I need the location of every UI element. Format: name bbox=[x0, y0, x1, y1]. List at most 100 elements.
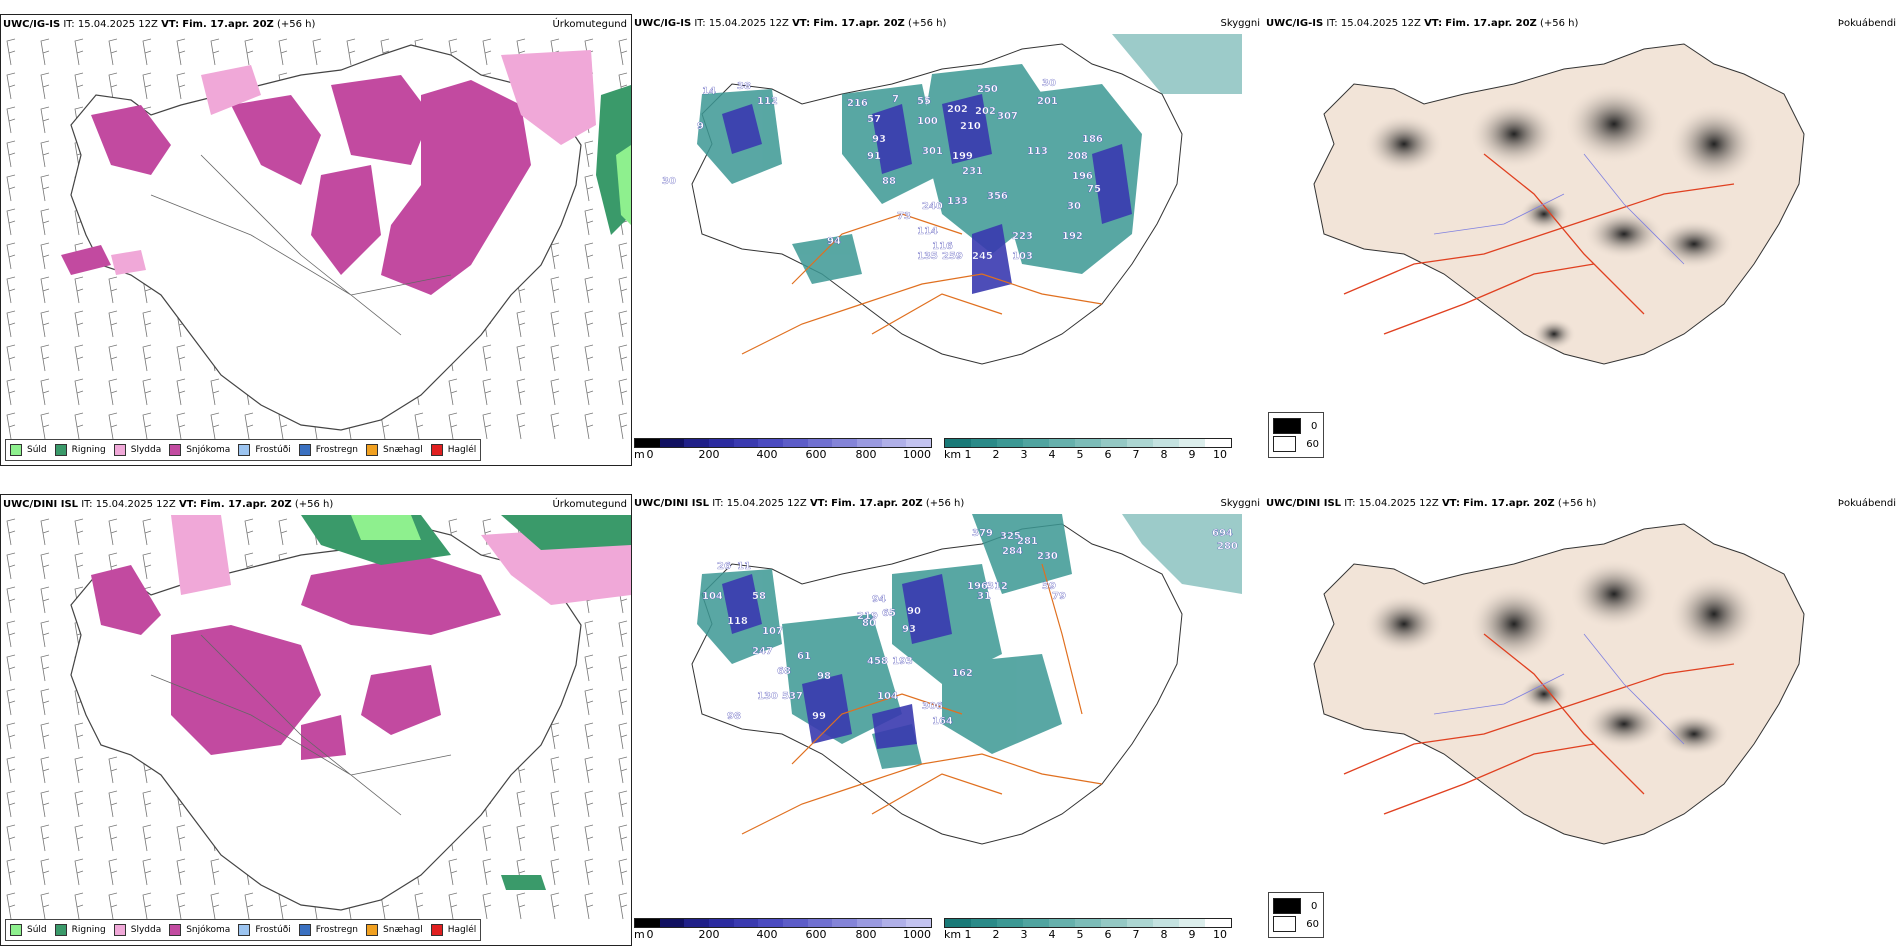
panel-header: UWC/DINI ISL IT: 15.04.2025 12Z VT: Fim.… bbox=[634, 498, 1260, 509]
vis-tick: 3 bbox=[1020, 448, 1028, 461]
visibility-value-label: 98 bbox=[727, 711, 741, 722]
cb-tick: 200 bbox=[698, 928, 720, 941]
visibility-value-label: 107 bbox=[762, 626, 783, 637]
cb-tick: 0 bbox=[646, 928, 654, 941]
cb-tick: 400 bbox=[756, 448, 778, 461]
visibility-value-label: 30 bbox=[1042, 78, 1056, 89]
visibility-value-label: 99 bbox=[812, 711, 826, 722]
legend-swatch bbox=[10, 444, 22, 456]
legend-item-snow: Snjókoma bbox=[169, 924, 230, 936]
color-step bbox=[971, 439, 997, 447]
color-step bbox=[857, 919, 882, 927]
visibility-value-label: 281 bbox=[1017, 536, 1038, 547]
color-step bbox=[684, 919, 710, 927]
visibility-value-label: 312 bbox=[987, 581, 1008, 592]
cb-tick: 1000 bbox=[903, 448, 931, 461]
legend-swatch bbox=[238, 924, 251, 936]
color-step bbox=[832, 919, 858, 927]
vis-tick: 2 bbox=[992, 928, 1000, 941]
color-step bbox=[1153, 919, 1179, 927]
fog-index-panel-igis: UWC/IG-IS IT: 15.04.2025 12Z VT: Fim. 17… bbox=[1264, 14, 1900, 466]
legend-item-freezing-drizzle: Frostúði bbox=[238, 924, 291, 936]
legend-swatch bbox=[298, 924, 311, 936]
legend-item-hail: Haglél bbox=[430, 924, 476, 936]
precip-type-map bbox=[1, 515, 631, 925]
visibility-value-label: 103 bbox=[1012, 251, 1033, 262]
cloud-base-colorbar: m 0 200 400 600 800 1000 bbox=[634, 438, 932, 461]
color-step bbox=[1127, 439, 1153, 447]
vis-tick: 5 bbox=[1076, 448, 1084, 461]
visibility-value-label: 104 bbox=[702, 591, 723, 602]
visibility-value-label: 58 bbox=[752, 591, 766, 602]
color-step bbox=[971, 919, 997, 927]
precip-type-panel-igis: UWC/IG-IS IT: 15.04.2025 12Z VT: Fim. 17… bbox=[0, 14, 632, 466]
vis-tick: 4 bbox=[1048, 928, 1056, 941]
color-step bbox=[635, 919, 660, 927]
vis-tick: 8 bbox=[1160, 928, 1168, 941]
visibility-value-label: 11 bbox=[737, 561, 751, 572]
color-step bbox=[709, 439, 734, 447]
visibility-value-label: 93 bbox=[872, 134, 886, 145]
visibility-value-label: 30 bbox=[662, 176, 676, 187]
panel-type-label: Skyggni bbox=[1220, 498, 1260, 509]
color-step bbox=[783, 439, 808, 447]
legend-swatch bbox=[366, 444, 379, 456]
color-step bbox=[807, 439, 833, 447]
cloud-base-color-steps bbox=[634, 438, 932, 448]
visibility-value-label: 93 bbox=[902, 624, 916, 635]
vis-tick: 8 bbox=[1160, 448, 1168, 461]
visibility-value-label: 57 bbox=[867, 114, 881, 125]
visibility-value-label: 133 bbox=[947, 196, 968, 207]
vis-tick: 4 bbox=[1048, 448, 1056, 461]
color-step bbox=[733, 919, 759, 927]
color-step bbox=[1101, 439, 1127, 447]
visibility-value-label: 59 bbox=[1042, 581, 1056, 592]
cb-tick: 1000 bbox=[903, 928, 931, 941]
legend-swatch bbox=[430, 924, 443, 936]
visibility-value-label: 193 bbox=[892, 656, 913, 667]
color-step bbox=[709, 919, 734, 927]
color-step bbox=[807, 919, 833, 927]
cloud-base-color-steps bbox=[634, 918, 932, 928]
legend-swatch bbox=[430, 444, 443, 456]
visibility-value-label: 280 bbox=[1217, 541, 1238, 552]
legend-item-freezing-drizzle: Frostúði bbox=[238, 444, 291, 456]
panel-type-label: Úrkomutegund bbox=[552, 19, 627, 30]
precip-type-legend: Súld Rigning Slydda Snjókoma Frostúði Fr… bbox=[5, 439, 482, 461]
visibility-value-label: 68 bbox=[777, 666, 791, 677]
visibility-value-label: 259 bbox=[942, 251, 963, 262]
visibility-value-label: 210 bbox=[960, 121, 981, 132]
legend-swatch bbox=[169, 444, 182, 456]
color-step bbox=[1049, 439, 1075, 447]
visibility-colorbar: km 1 2 3 4 5 6 7 8 9 10 bbox=[944, 918, 1232, 941]
precip-type-panel-dini: UWC/DINI ISL IT: 15.04.2025 12Z VT: Fim.… bbox=[0, 494, 632, 946]
color-step bbox=[684, 439, 710, 447]
fog-legend-row: 60 bbox=[1273, 915, 1319, 933]
color-step bbox=[758, 919, 784, 927]
cb-tick: 800 bbox=[855, 928, 877, 941]
fog-swatch bbox=[1273, 916, 1297, 932]
legend-item-drizzle: Súld bbox=[10, 444, 47, 456]
visibility-value-label: 231 bbox=[962, 166, 983, 177]
vis-tick: 9 bbox=[1188, 928, 1196, 941]
visibility-value-label: 284 bbox=[1002, 546, 1023, 557]
visibility-value-label: 301 bbox=[922, 146, 943, 157]
color-step bbox=[1127, 919, 1153, 927]
color-step bbox=[1153, 439, 1179, 447]
visibility-value-label: 118 bbox=[727, 616, 748, 627]
visibility-value-label: 38 bbox=[737, 81, 751, 92]
legend-swatch bbox=[113, 924, 126, 936]
fog-index-map bbox=[1313, 43, 1805, 365]
visibility-value-label: 201 bbox=[1037, 96, 1058, 107]
color-step bbox=[1023, 439, 1049, 447]
legend-item-freezing-rain: Frostregn bbox=[298, 444, 358, 456]
vis-tick: 3 bbox=[1020, 928, 1028, 941]
cb-tick: 200 bbox=[698, 448, 720, 461]
visibility-value-label: 379 bbox=[972, 528, 993, 539]
visibility-value-label: 26 bbox=[717, 561, 731, 572]
vis-tick: 10 bbox=[1213, 448, 1227, 461]
color-step bbox=[906, 439, 932, 447]
visibility-value-label: 199 bbox=[952, 151, 973, 162]
